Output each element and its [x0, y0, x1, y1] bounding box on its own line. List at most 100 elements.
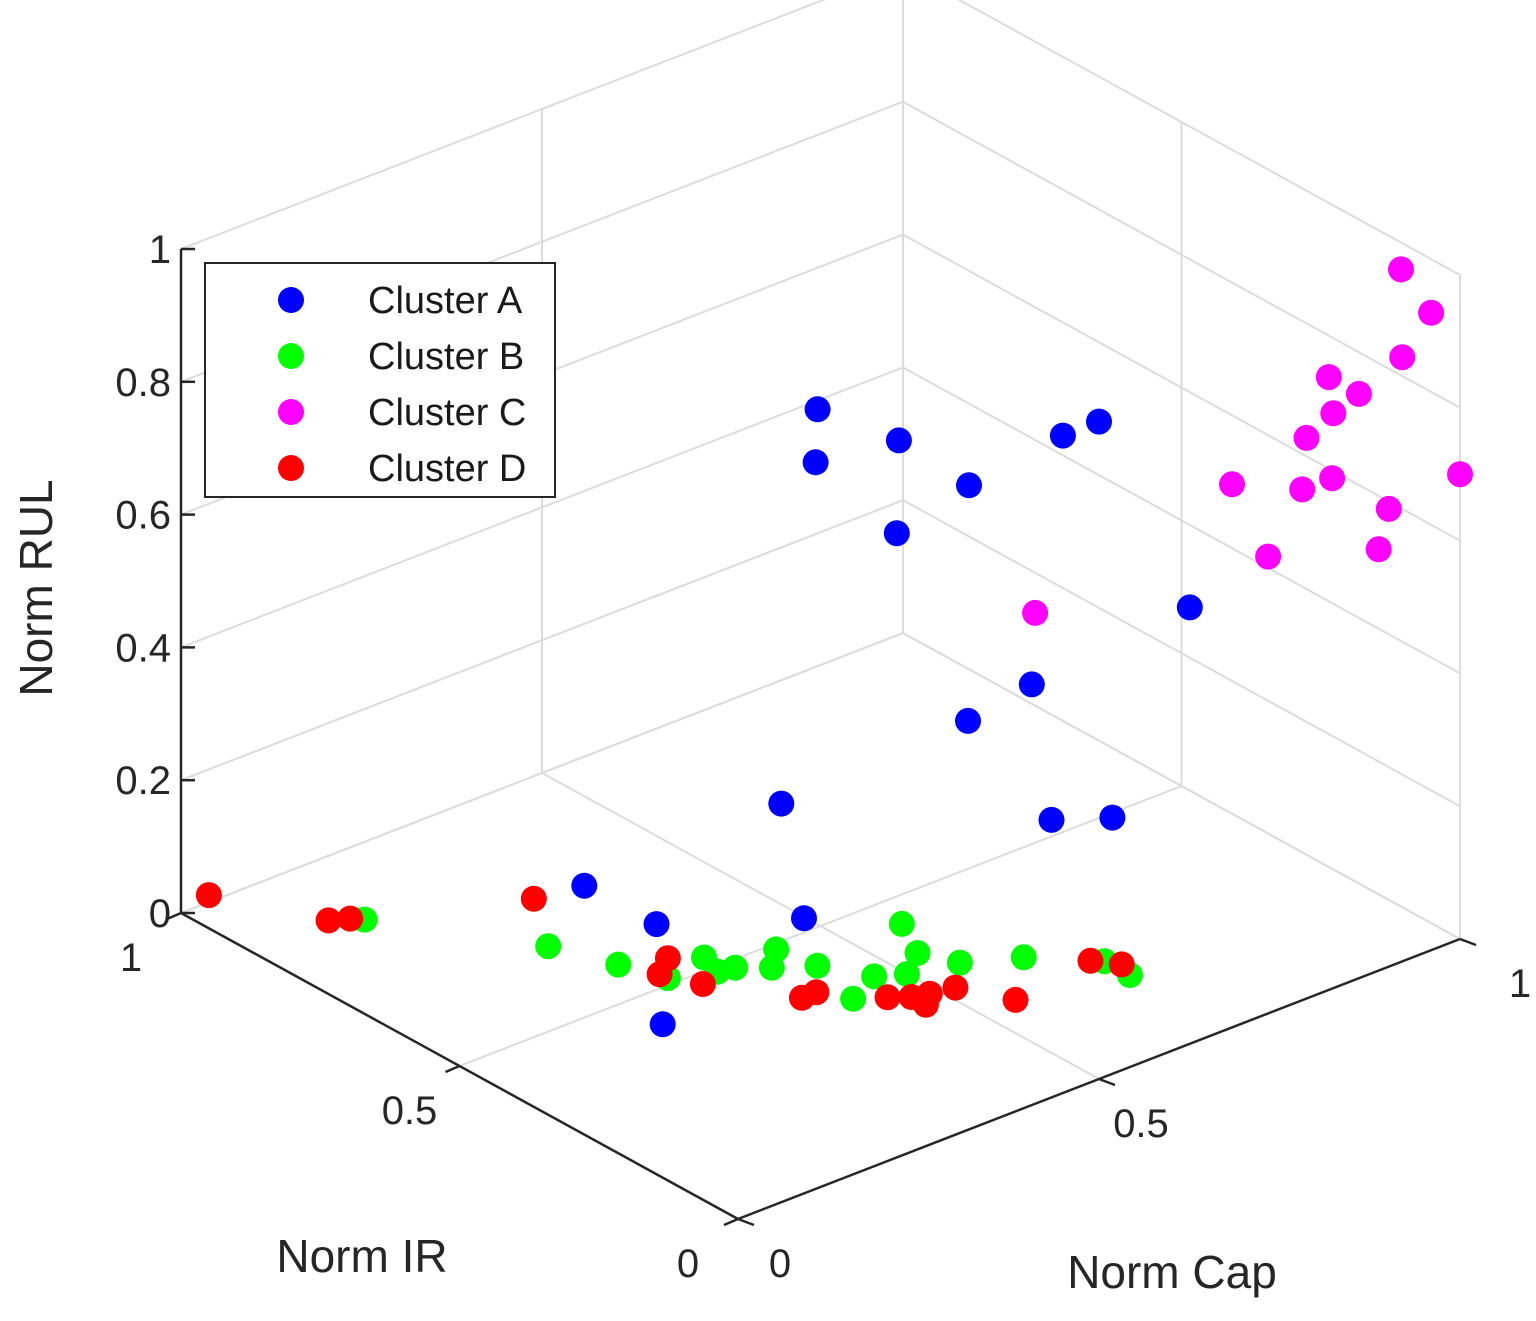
- cluster-d-legend-marker: [278, 455, 304, 481]
- cluster-c-point: [1345, 380, 1372, 407]
- cluster-b-point: [861, 963, 888, 990]
- cluster-b-point: [904, 940, 931, 966]
- cluster-a-point: [791, 905, 817, 932]
- cluster-c-point: [1375, 495, 1402, 522]
- x-tick-mark: [1459, 937, 1477, 947]
- cluster-c-point: [1320, 400, 1347, 427]
- cluster-d-legend-label: Cluster D: [368, 448, 526, 490]
- cluster-d-point: [912, 991, 939, 1018]
- grid-line: [902, 499, 1461, 808]
- grid-line: [902, 366, 1461, 675]
- cluster-c-point: [1022, 599, 1049, 626]
- cluster-a-point: [571, 872, 598, 899]
- cluster-a-point: [768, 790, 795, 817]
- y-tick-label: 1: [120, 936, 142, 980]
- grid-line: [459, 785, 1182, 1067]
- y-tick-label: 0: [677, 1242, 699, 1286]
- cluster-a-point: [883, 520, 910, 547]
- cluster-c-point: [1365, 536, 1392, 563]
- cluster-c-legend-label: Cluster C: [368, 392, 526, 434]
- legend-box: [204, 262, 556, 498]
- cluster-d-point: [874, 984, 901, 1011]
- cluster-b-point: [691, 944, 717, 971]
- grid-line: [180, 632, 904, 914]
- x-axis-label: Norm Cap: [1067, 1246, 1277, 1298]
- points-layer: [195, 256, 1473, 1038]
- cluster-a-point: [1018, 671, 1045, 698]
- cluster-c-legend-marker: [278, 399, 304, 425]
- grid-line: [180, 0, 826, 250]
- grid-layer: [180, 0, 1461, 1220]
- grid-line: [180, 366, 904, 649]
- cluster-b-point: [1010, 944, 1037, 971]
- cluster-b-point: [840, 985, 867, 1012]
- cluster-d-point: [942, 974, 969, 1001]
- cluster-d-point: [195, 882, 222, 909]
- cluster-b-legend-marker: [278, 343, 304, 369]
- y-tick-label: 0.5: [382, 1089, 438, 1133]
- cluster-d-point: [1108, 951, 1135, 978]
- cluster-c-point: [1219, 471, 1245, 498]
- cluster-a-point: [1099, 804, 1126, 831]
- cluster-d-point: [1077, 947, 1104, 974]
- cluster-b-point: [888, 910, 915, 937]
- cluster-a-point: [802, 449, 829, 476]
- z-tick-label: 0.6: [115, 494, 171, 538]
- z-tick-label: 0.8: [115, 361, 171, 405]
- y-axis-label: Norm IR: [276, 1230, 447, 1282]
- cluster-d-point: [315, 907, 342, 934]
- cluster-a-point: [804, 396, 831, 423]
- cluster-d-point: [689, 971, 716, 997]
- cluster-a-point: [643, 911, 670, 938]
- cluster-b-point: [763, 936, 790, 963]
- cluster-c-point: [1293, 424, 1320, 451]
- cluster-d-point: [654, 945, 681, 972]
- grid-line: [902, 100, 1461, 409]
- cluster-a-point: [955, 707, 981, 734]
- cluster-d-point: [1002, 986, 1029, 1013]
- x-tick-mark: [737, 1217, 755, 1227]
- cluster-a-point: [885, 427, 912, 454]
- grid-line: [902, 233, 1461, 542]
- x-tick-label: 0: [769, 1242, 791, 1286]
- grid-line: [957, 0, 1461, 276]
- z-tick-label: 0.2: [115, 759, 171, 803]
- cluster-b-point: [946, 949, 973, 976]
- cluster-c-point: [1389, 344, 1416, 371]
- cluster-b-point: [804, 952, 831, 979]
- cluster-a-point: [649, 1011, 676, 1038]
- cluster-a-legend-label: Cluster A: [368, 280, 523, 322]
- cluster-c-point: [1315, 364, 1342, 391]
- cluster-b-point: [535, 933, 562, 960]
- cluster-c-point: [1418, 299, 1445, 326]
- x-tick-label: 0.5: [1113, 1102, 1169, 1146]
- y-tick-mark: [166, 911, 182, 921]
- cluster-d-point: [803, 979, 830, 1006]
- grid-line: [180, 499, 904, 782]
- cluster-a-legend-marker: [278, 287, 304, 313]
- cluster-a-point: [1038, 806, 1065, 833]
- x-tick-label: 1: [1509, 962, 1531, 1006]
- cluster-b-point: [605, 951, 632, 978]
- cluster-c-point: [1255, 543, 1282, 570]
- cluster-b-legend-label: Cluster B: [368, 336, 524, 378]
- cluster-d-point: [520, 885, 547, 912]
- cluster-a-point: [1086, 408, 1112, 435]
- legend: Cluster A Cluster B Cluster C Cluster D: [204, 262, 556, 498]
- z-axis-label: Norm RUL: [10, 479, 62, 696]
- z-tick-label: 0.4: [115, 626, 171, 670]
- cluster-b-point: [893, 961, 920, 988]
- cluster-a-point: [956, 472, 982, 499]
- cluster-c-point: [1319, 465, 1346, 492]
- cluster-b-point: [722, 954, 749, 981]
- y-tick-mark: [445, 1064, 460, 1074]
- x-tick-mark: [1098, 1077, 1116, 1087]
- cluster-c-point: [1447, 461, 1473, 488]
- cluster-c-point: [1289, 476, 1316, 503]
- cluster-a-point: [1049, 422, 1076, 449]
- cluster-d-point: [337, 905, 364, 932]
- cluster-c-point: [1388, 256, 1414, 283]
- y-tick-mark: [723, 1217, 739, 1227]
